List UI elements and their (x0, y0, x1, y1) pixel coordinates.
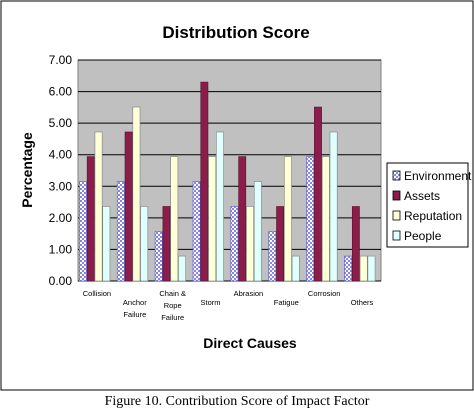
bar-assets-7 (351, 206, 360, 282)
bar-people-2 (178, 255, 186, 282)
bar-reputation-7 (359, 255, 368, 282)
category-labels: Collision Anchor Failure Chain & Rope Failure… (83, 289, 374, 322)
legend-swatch-people (392, 230, 401, 241)
y-tick-labels: 0.00 1.00 2.00 3.00 4.00 5.00 6.00 7.00 (49, 53, 73, 288)
bar-environment-2 (154, 231, 163, 282)
legend-swatch-environment (392, 170, 401, 181)
bar-people-6 (329, 131, 338, 282)
y-tick-label: 4.00 (49, 148, 73, 162)
bar-reputation-0 (94, 131, 103, 282)
y-tick-label: 2.00 (49, 211, 73, 225)
y-tick-label: 7.00 (49, 53, 73, 67)
bar-reputation-4 (246, 206, 254, 282)
category-label: Corrosion (308, 289, 341, 298)
bar-reputation-3 (208, 156, 217, 282)
bar-assets-4 (238, 156, 247, 282)
bar-reputation-1 (132, 106, 141, 282)
category-label: Anchor Failure (123, 298, 147, 319)
category-label: Storm (201, 298, 221, 307)
bar-assets-2 (162, 206, 171, 282)
bar-environment-4 (230, 206, 239, 282)
legend-label-environment: Environment (404, 169, 472, 183)
legend-label-assets: Assets (404, 189, 440, 203)
category-label: Chain & Rope Failure (159, 289, 186, 322)
bar-reputation-5 (284, 156, 292, 282)
bar-reputation-2 (170, 156, 179, 282)
category-label: Collision (83, 289, 111, 298)
category-label: Others (351, 298, 374, 307)
bar-reputation-6 (321, 156, 330, 282)
bar-people-3 (216, 131, 224, 282)
legend-box (386, 162, 469, 248)
bar-assets-6 (314, 106, 322, 282)
bar-environment-0 (79, 181, 87, 282)
y-tick-label: 6.00 (49, 85, 73, 99)
bar-people-0 (102, 206, 111, 282)
bar-people-7 (367, 255, 376, 282)
bar-environment-5 (268, 231, 277, 282)
bar-people-1 (140, 206, 149, 282)
bar-assets-0 (86, 156, 95, 282)
bars (79, 81, 376, 282)
bar-environment-3 (192, 181, 201, 282)
bar-people-4 (253, 181, 262, 282)
category-label: Fatigue (274, 298, 299, 307)
legend-swatch-reputation (392, 210, 401, 221)
distribution-score-chart: Distribution Score 0.00 1.00 2.00 3.00 4.00 5… (0, 0, 474, 391)
bar-environment-1 (116, 181, 125, 282)
y-tick-label: 3.00 (49, 179, 73, 193)
legend-label-people: People (404, 229, 442, 243)
bar-environment-7 (344, 255, 352, 282)
legend-label-reputation: Reputation (404, 209, 462, 223)
y-tick-label: 1.00 (49, 242, 73, 256)
category-label: Abrasion (234, 289, 264, 298)
y-tick-label: 5.00 (49, 116, 73, 130)
bar-people-5 (291, 255, 300, 282)
legend-swatch-assets (392, 190, 401, 201)
x-axis-title: Direct Causes (203, 335, 297, 351)
y-axis-title: Percentage (19, 132, 35, 208)
bar-assets-5 (276, 206, 285, 282)
legend: Environment Assets Reputation People (386, 162, 472, 248)
bar-assets-3 (200, 81, 209, 282)
bar-environment-6 (306, 156, 315, 282)
y-tick-label: 0.00 (49, 274, 73, 288)
figure-caption: Figure 10. Contribution Score of Impact … (104, 394, 370, 409)
bar-assets-1 (124, 131, 133, 282)
chart-title: Distribution Score (162, 23, 309, 42)
